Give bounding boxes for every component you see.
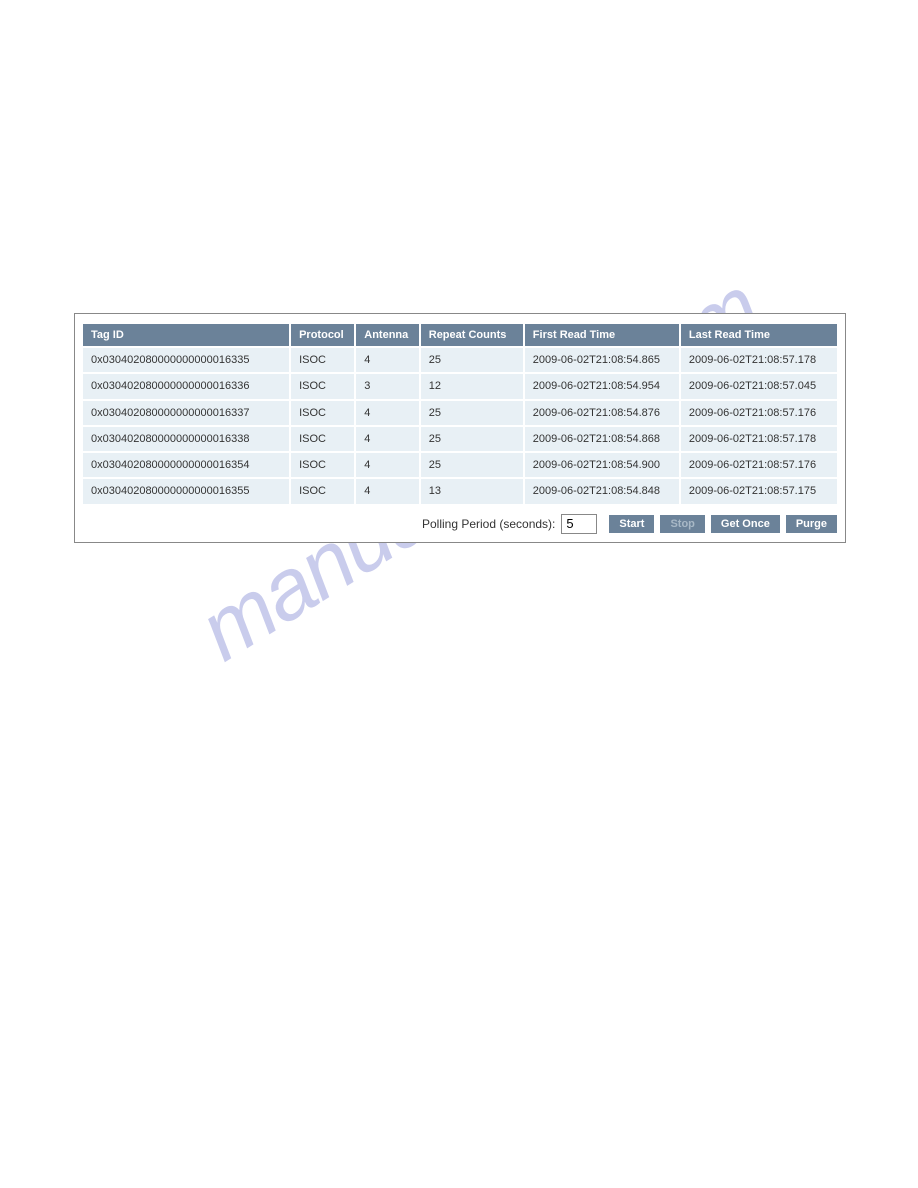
start-button[interactable]: Start bbox=[609, 515, 654, 533]
table-row: 0x030402080000000000016336ISOC3122009-06… bbox=[83, 374, 837, 398]
header-repeat-counts: Repeat Counts bbox=[421, 324, 525, 346]
cell-protocol: ISOC bbox=[291, 453, 356, 477]
cell-tag-id: 0x030402080000000000016335 bbox=[83, 348, 291, 372]
controls-bar: Polling Period (seconds): Start Stop Get… bbox=[83, 514, 837, 534]
header-first-read: First Read Time bbox=[525, 324, 681, 346]
cell-protocol: ISOC bbox=[291, 374, 356, 398]
cell-repeat-counts: 12 bbox=[421, 374, 525, 398]
cell-antenna: 3 bbox=[356, 374, 421, 398]
header-protocol: Protocol bbox=[291, 324, 356, 346]
cell-first-read: 2009-06-02T21:08:54.900 bbox=[525, 453, 681, 477]
table-row: 0x030402080000000000016354ISOC4252009-06… bbox=[83, 453, 837, 477]
cell-first-read: 2009-06-02T21:08:54.868 bbox=[525, 427, 681, 451]
cell-tag-id: 0x030402080000000000016336 bbox=[83, 374, 291, 398]
cell-last-read: 2009-06-02T21:08:57.176 bbox=[681, 453, 837, 477]
header-last-read: Last Read Time bbox=[681, 324, 837, 346]
get-once-button[interactable]: Get Once bbox=[711, 515, 780, 533]
cell-last-read: 2009-06-02T21:08:57.178 bbox=[681, 427, 837, 451]
cell-repeat-counts: 25 bbox=[421, 453, 525, 477]
cell-antenna: 4 bbox=[356, 427, 421, 451]
cell-first-read: 2009-06-02T21:08:54.954 bbox=[525, 374, 681, 398]
cell-antenna: 4 bbox=[356, 348, 421, 372]
cell-protocol: ISOC bbox=[291, 401, 356, 425]
polling-label: Polling Period (seconds): bbox=[422, 517, 555, 531]
cell-antenna: 4 bbox=[356, 401, 421, 425]
cell-antenna: 4 bbox=[356, 453, 421, 477]
cell-repeat-counts: 25 bbox=[421, 401, 525, 425]
cell-last-read: 2009-06-02T21:08:57.178 bbox=[681, 348, 837, 372]
table-row: 0x030402080000000000016337ISOC4252009-06… bbox=[83, 401, 837, 425]
cell-last-read: 2009-06-02T21:08:57.045 bbox=[681, 374, 837, 398]
header-antenna: Antenna bbox=[356, 324, 421, 346]
table-header-row: Tag ID Protocol Antenna Repeat Counts Fi… bbox=[83, 324, 837, 346]
cell-repeat-counts: 25 bbox=[421, 427, 525, 451]
stop-button[interactable]: Stop bbox=[660, 515, 704, 533]
cell-protocol: ISOC bbox=[291, 479, 356, 503]
purge-button[interactable]: Purge bbox=[786, 515, 837, 533]
header-tag-id: Tag ID bbox=[83, 324, 291, 346]
table-body: 0x030402080000000000016335ISOC4252009-06… bbox=[83, 348, 837, 504]
cell-first-read: 2009-06-02T21:08:54.865 bbox=[525, 348, 681, 372]
polling-input[interactable] bbox=[561, 514, 597, 534]
cell-first-read: 2009-06-02T21:08:54.876 bbox=[525, 401, 681, 425]
tag-panel: Tag ID Protocol Antenna Repeat Counts Fi… bbox=[74, 313, 846, 543]
cell-last-read: 2009-06-02T21:08:57.175 bbox=[681, 479, 837, 503]
cell-repeat-counts: 13 bbox=[421, 479, 525, 503]
cell-protocol: ISOC bbox=[291, 427, 356, 451]
cell-first-read: 2009-06-02T21:08:54.848 bbox=[525, 479, 681, 503]
cell-repeat-counts: 25 bbox=[421, 348, 525, 372]
cell-last-read: 2009-06-02T21:08:57.176 bbox=[681, 401, 837, 425]
cell-tag-id: 0x030402080000000000016354 bbox=[83, 453, 291, 477]
table-row: 0x030402080000000000016335ISOC4252009-06… bbox=[83, 348, 837, 372]
tag-table: Tag ID Protocol Antenna Repeat Counts Fi… bbox=[83, 322, 837, 506]
cell-tag-id: 0x030402080000000000016355 bbox=[83, 479, 291, 503]
table-row: 0x030402080000000000016355ISOC4132009-06… bbox=[83, 479, 837, 503]
cell-tag-id: 0x030402080000000000016337 bbox=[83, 401, 291, 425]
cell-protocol: ISOC bbox=[291, 348, 356, 372]
cell-antenna: 4 bbox=[356, 479, 421, 503]
table-row: 0x030402080000000000016338ISOC4252009-06… bbox=[83, 427, 837, 451]
cell-tag-id: 0x030402080000000000016338 bbox=[83, 427, 291, 451]
